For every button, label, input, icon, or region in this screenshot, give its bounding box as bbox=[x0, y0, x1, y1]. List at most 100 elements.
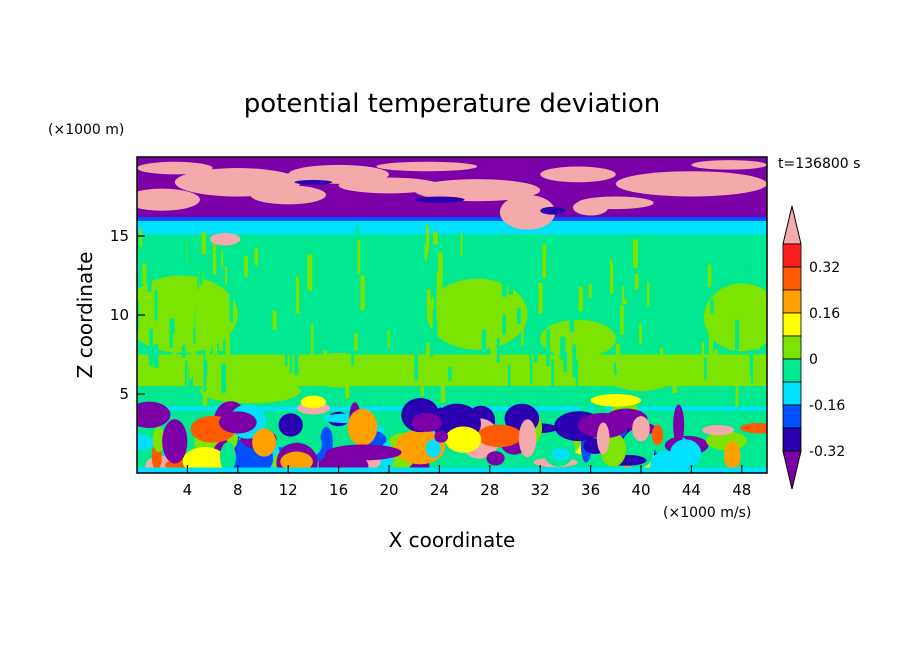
contour-streak bbox=[426, 342, 430, 378]
contour-streak bbox=[609, 258, 614, 294]
warm-blob bbox=[376, 161, 478, 172]
colorbar-label: -0.32 bbox=[809, 444, 845, 460]
contour-streak bbox=[433, 290, 437, 322]
colorbar-label: -0.16 bbox=[809, 398, 845, 414]
convective-cell bbox=[445, 426, 482, 453]
y-unit-label: (×1000 m) bbox=[48, 122, 124, 138]
contour-streak bbox=[427, 254, 431, 278]
contour-streak bbox=[429, 329, 433, 358]
contour-streak bbox=[440, 375, 446, 403]
contour-streak bbox=[566, 278, 570, 295]
contour-streak bbox=[735, 319, 740, 351]
chart-title: potential temperature deviation bbox=[244, 89, 660, 119]
x-tick-label: 48 bbox=[732, 481, 751, 499]
contour-streak bbox=[185, 360, 188, 396]
contour-streak bbox=[141, 317, 145, 332]
contour-streak bbox=[139, 228, 143, 248]
convective-cell bbox=[486, 451, 505, 466]
contour-streak bbox=[413, 315, 419, 342]
green-tongue bbox=[307, 352, 371, 388]
contour-streak bbox=[696, 326, 700, 340]
tropopause-edge bbox=[137, 216, 767, 221]
contour-field bbox=[137, 157, 767, 473]
cold-cell bbox=[162, 419, 188, 464]
contour-streak bbox=[212, 239, 217, 275]
contour-streak bbox=[616, 343, 621, 371]
contour-streak bbox=[575, 359, 578, 390]
contour-streak bbox=[207, 331, 212, 352]
contour-streak bbox=[516, 308, 521, 324]
ground-strip bbox=[137, 467, 767, 473]
contour-streak bbox=[433, 320, 438, 335]
contour-streak bbox=[495, 338, 500, 363]
colorbar-segment bbox=[782, 427, 802, 452]
contour-streak bbox=[187, 243, 192, 268]
warm-blob bbox=[414, 179, 541, 202]
convective-cell bbox=[152, 426, 165, 452]
convective-cell bbox=[724, 441, 741, 470]
contour-streak bbox=[633, 239, 638, 268]
contour-streak bbox=[229, 286, 234, 323]
contour-streak bbox=[283, 268, 289, 297]
contour-streak bbox=[307, 254, 313, 291]
contour-streak bbox=[361, 309, 367, 328]
contour-streak bbox=[749, 352, 752, 376]
contour-streak bbox=[414, 350, 419, 380]
contour-streak bbox=[323, 350, 328, 370]
contour-streak bbox=[560, 336, 566, 361]
contour-streak bbox=[367, 252, 371, 288]
x-tick-label: 24 bbox=[430, 481, 449, 499]
warm-blob bbox=[137, 188, 200, 211]
convective-cell bbox=[650, 450, 682, 473]
contour-streak bbox=[645, 266, 649, 304]
contour-streak bbox=[205, 336, 210, 362]
contour-streak bbox=[221, 363, 226, 393]
contour-streak bbox=[538, 282, 543, 314]
contour-streak bbox=[189, 366, 193, 380]
tropopause-band bbox=[137, 217, 767, 235]
contour-streak bbox=[713, 349, 718, 364]
contour-streak bbox=[225, 266, 228, 286]
convective-cell bbox=[673, 404, 685, 446]
green-tongue bbox=[200, 378, 301, 404]
contour-streak bbox=[355, 225, 360, 252]
cold-cell bbox=[411, 412, 442, 432]
x-tick-label: 36 bbox=[581, 481, 600, 499]
x-unit-label: (×1000 m/s) bbox=[663, 505, 751, 521]
contour-streak bbox=[613, 362, 617, 375]
contour-streak bbox=[600, 291, 606, 315]
contour-streak bbox=[426, 289, 431, 311]
contour-streak bbox=[221, 250, 224, 269]
convective-cell bbox=[278, 413, 303, 437]
contour-streak bbox=[319, 281, 324, 301]
colorbar-extend-low bbox=[782, 450, 802, 490]
contour-streak bbox=[428, 348, 432, 367]
contour-streak bbox=[254, 248, 259, 266]
convective-cell bbox=[651, 424, 664, 446]
contour-streak bbox=[387, 330, 390, 348]
colorbar-segment bbox=[782, 404, 802, 429]
y-tick-label: 15 bbox=[110, 227, 129, 245]
warm-blob bbox=[250, 185, 326, 205]
contour-streak bbox=[181, 345, 186, 358]
contour-streak bbox=[496, 249, 500, 278]
x-tick-label: 12 bbox=[279, 481, 298, 499]
contour-streak bbox=[213, 298, 216, 322]
colorbar-label: 0.32 bbox=[809, 260, 840, 276]
time-label: t=136800 s bbox=[778, 156, 860, 172]
colorbar-label: 0 bbox=[809, 352, 818, 368]
colorbar-segment bbox=[782, 243, 802, 268]
x-tick-label: 28 bbox=[480, 481, 499, 499]
contour-streak bbox=[366, 359, 369, 387]
contour-streak bbox=[751, 352, 754, 385]
warm-blob bbox=[691, 160, 767, 170]
contour-streak bbox=[593, 333, 598, 358]
contour-streak bbox=[294, 349, 299, 376]
contour-streak bbox=[507, 364, 511, 399]
contour-streak bbox=[154, 290, 158, 321]
x-tick-label: 40 bbox=[631, 481, 650, 499]
contour-streak bbox=[424, 244, 428, 260]
contour-streak bbox=[137, 301, 140, 330]
contour-streak bbox=[360, 275, 365, 311]
